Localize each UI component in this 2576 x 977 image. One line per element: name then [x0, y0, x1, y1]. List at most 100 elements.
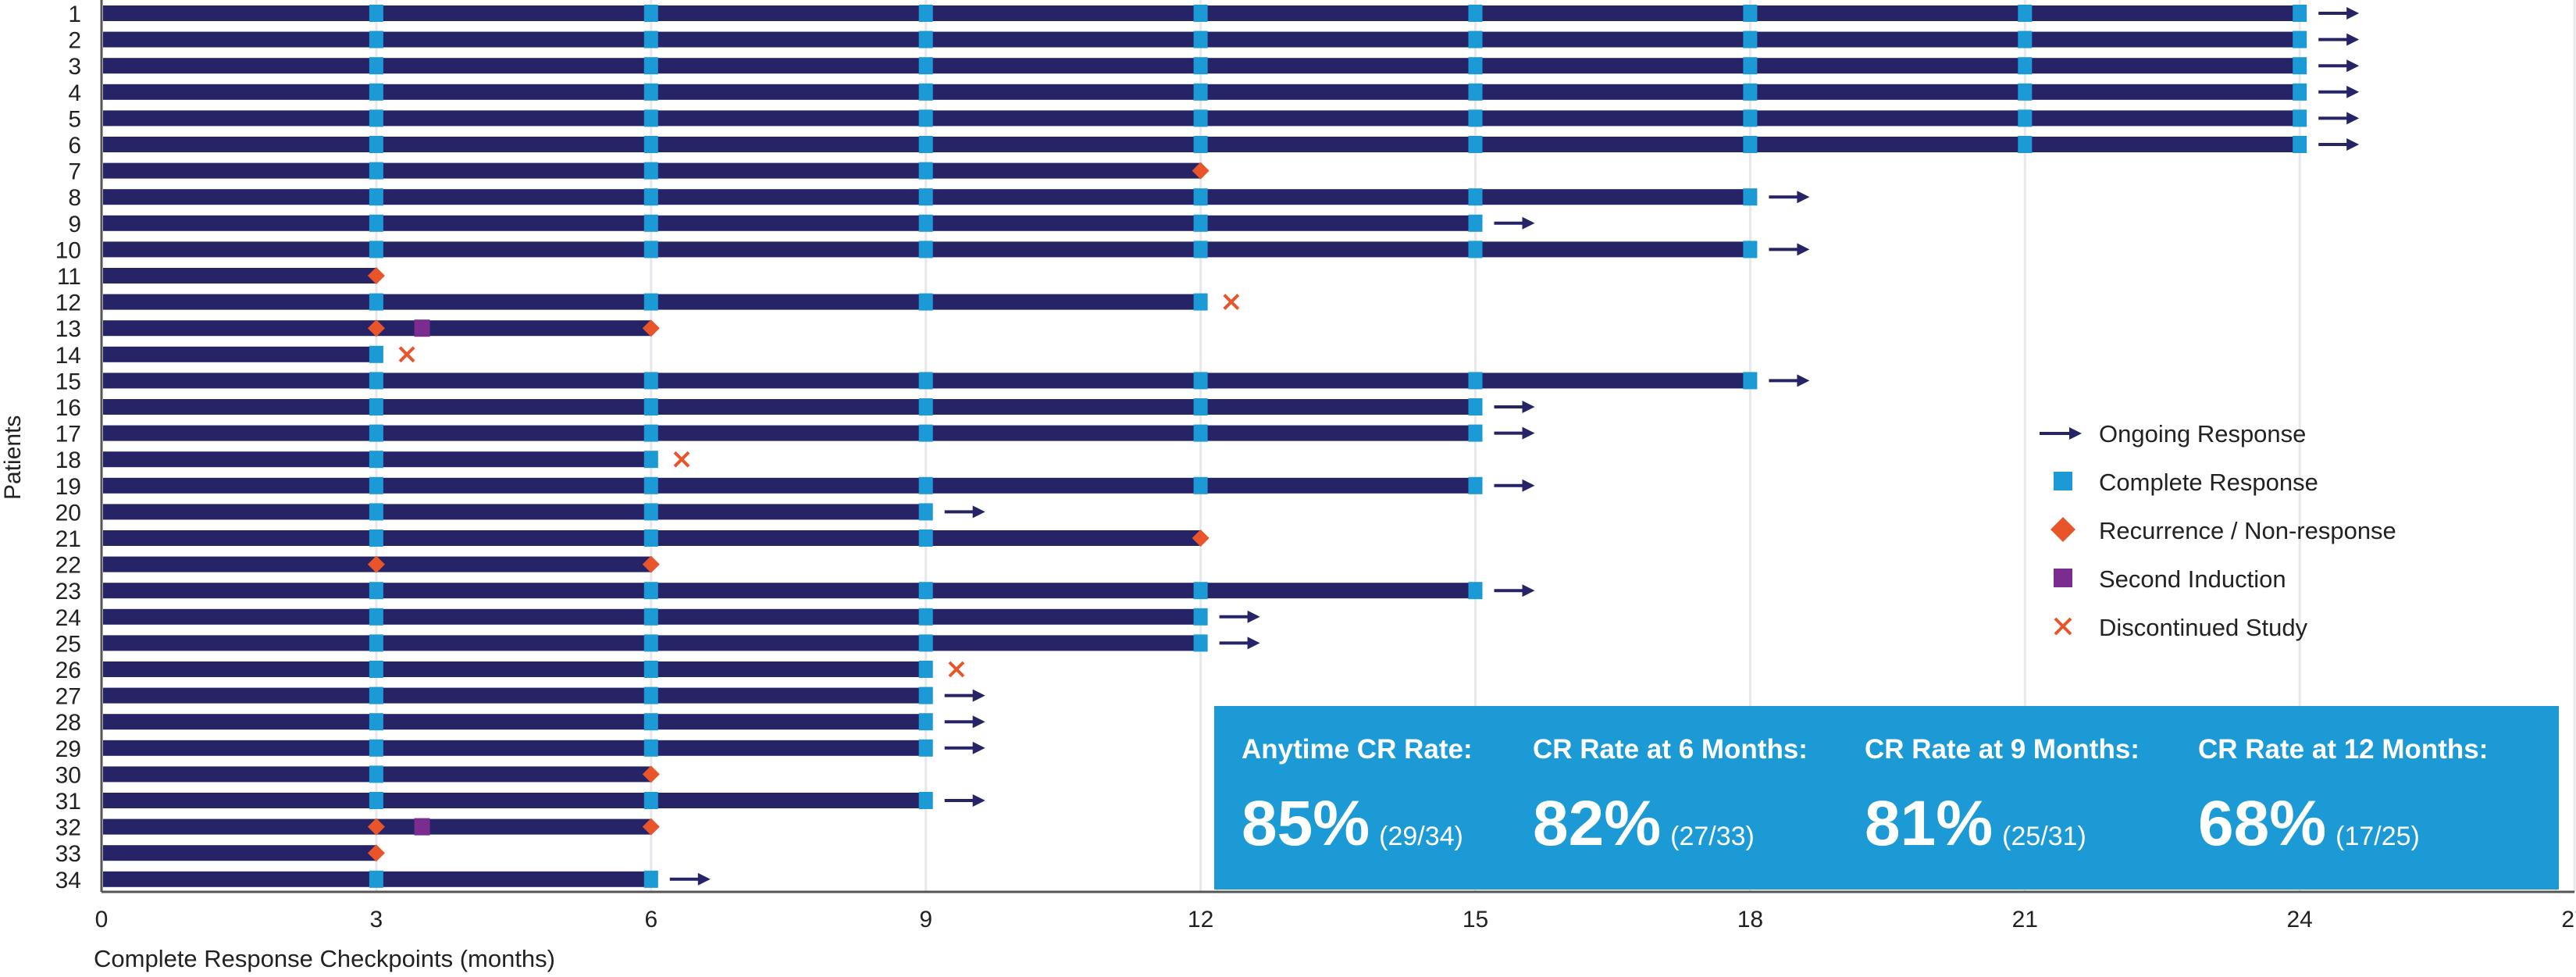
complete-response-marker [643, 57, 658, 75]
y-tick-label: 25 [55, 631, 81, 657]
stat-6-months: CR Rate at 6 Months: 82% (27/33) [1533, 734, 1808, 861]
second-induction-marker [414, 818, 430, 836]
complete-response-marker [1468, 398, 1483, 415]
recurrence-marker [642, 765, 660, 783]
arrow-icon [2040, 427, 2082, 440]
complete-response-marker [1468, 30, 1483, 48]
complete-response-marker [643, 792, 658, 809]
complete-response-marker [918, 713, 933, 731]
patient-bar [103, 399, 1476, 415]
complete-response-marker [1468, 241, 1483, 259]
complete-response-marker [369, 608, 383, 626]
complete-response-marker [918, 109, 933, 127]
ongoing-arrow-head [1522, 401, 1535, 413]
stat-value: 85% [1242, 788, 1370, 859]
complete-response-marker [1193, 109, 1208, 127]
complete-response-marker [918, 162, 933, 180]
complete-response-marker [1193, 608, 1208, 626]
y-tick-label: 10 [55, 237, 81, 263]
complete-response-marker [1468, 57, 1483, 75]
diamond-icon [2050, 517, 2075, 542]
ongoing-arrow-head [1522, 216, 1535, 230]
recurrence-marker [367, 844, 385, 862]
patient-bar [103, 215, 1476, 231]
complete-response-marker [918, 503, 933, 521]
ongoing-arrow-head [1247, 610, 1260, 623]
ongoing-arrow-head [1522, 479, 1535, 492]
complete-response-marker [918, 424, 933, 442]
complete-response-marker [1743, 5, 1758, 22]
complete-response-marker [1193, 214, 1208, 232]
complete-response-marker [369, 451, 383, 469]
y-tick-label: 30 [55, 762, 81, 788]
complete-response-marker [2293, 5, 2307, 22]
complete-response-marker [369, 634, 383, 652]
recurrence-marker [367, 555, 385, 573]
legend-label-recurrence: Recurrence / Non-response [2099, 517, 2396, 544]
complete-response-marker [1193, 188, 1208, 206]
complete-response-marker [2293, 83, 2307, 101]
complete-response-marker [1193, 582, 1208, 600]
ongoing-arrow-head [1797, 191, 1810, 204]
complete-response-marker [1193, 634, 1208, 652]
recurrence-marker [642, 818, 660, 836]
patient-bar [103, 583, 1476, 599]
complete-response-marker [918, 57, 933, 75]
complete-response-marker [918, 188, 933, 206]
patient-bar [103, 504, 926, 520]
ongoing-arrow-head [972, 505, 985, 519]
complete-response-marker [918, 686, 933, 704]
stat-12-months: CR Rate at 12 Months: 68% (17/25) [2198, 734, 2488, 861]
complete-response-marker [2293, 30, 2307, 48]
patient-bar [103, 714, 926, 730]
ongoing-arrow-head [2346, 33, 2360, 46]
complete-response-marker [643, 83, 658, 101]
ongoing-arrow-head [1522, 426, 1535, 440]
complete-response-marker [643, 582, 658, 600]
y-tick-label: 3 [68, 54, 81, 80]
legend-label-ongoing: Ongoing Response [2099, 420, 2307, 447]
complete-response-marker [369, 214, 383, 232]
complete-response-marker [1468, 109, 1483, 127]
complete-response-marker [1193, 241, 1208, 259]
recurrence-marker [1192, 530, 1210, 547]
ongoing-arrow-head [1797, 374, 1810, 387]
complete-response-marker [369, 345, 383, 363]
complete-response-marker [918, 5, 933, 22]
complete-response-marker [1193, 30, 1208, 48]
complete-response-marker [643, 162, 658, 180]
cr-rate-summary-box: Anytime CR Rate: 85% (29/34) CR Rate at 6… [1214, 706, 2559, 890]
y-tick-label: 22 [55, 553, 81, 579]
x-tick-label: 15 [1463, 907, 1488, 932]
y-tick-label: 31 [55, 789, 81, 815]
ongoing-arrow-head [697, 872, 711, 886]
ongoing-arrow-head [972, 715, 985, 729]
stat-value: 82% [1533, 788, 1662, 859]
y-tick-label: 14 [55, 343, 81, 369]
stat-fraction: (17/25) [2336, 822, 2420, 851]
complete-response-marker [918, 634, 933, 652]
complete-response-marker [369, 739, 383, 757]
complete-response-marker [2293, 57, 2307, 75]
ongoing-arrow-head [972, 689, 985, 702]
x-tick-label: 24 [2287, 907, 2313, 932]
square-icon [2054, 472, 2072, 490]
y-tick-label: 1 [68, 2, 81, 27]
complete-response-marker [369, 136, 383, 153]
complete-response-marker [1468, 188, 1483, 206]
complete-response-marker [369, 83, 383, 101]
complete-response-marker [1468, 476, 1483, 494]
y-tick-label: 13 [55, 316, 81, 342]
complete-response-marker [643, 870, 658, 888]
complete-response-marker [1743, 57, 1758, 75]
complete-response-marker [643, 109, 658, 127]
x-tick-label: 0 [95, 907, 109, 932]
stat-fraction: (27/33) [1670, 822, 1755, 851]
patient-bar [103, 661, 926, 677]
y-tick-label: 4 [68, 80, 81, 106]
complete-response-marker [2293, 136, 2307, 153]
stat-label: CR Rate at 12 Months: [2198, 734, 2489, 765]
ongoing-arrow-head [1797, 243, 1810, 256]
complete-response-marker [1468, 214, 1483, 232]
